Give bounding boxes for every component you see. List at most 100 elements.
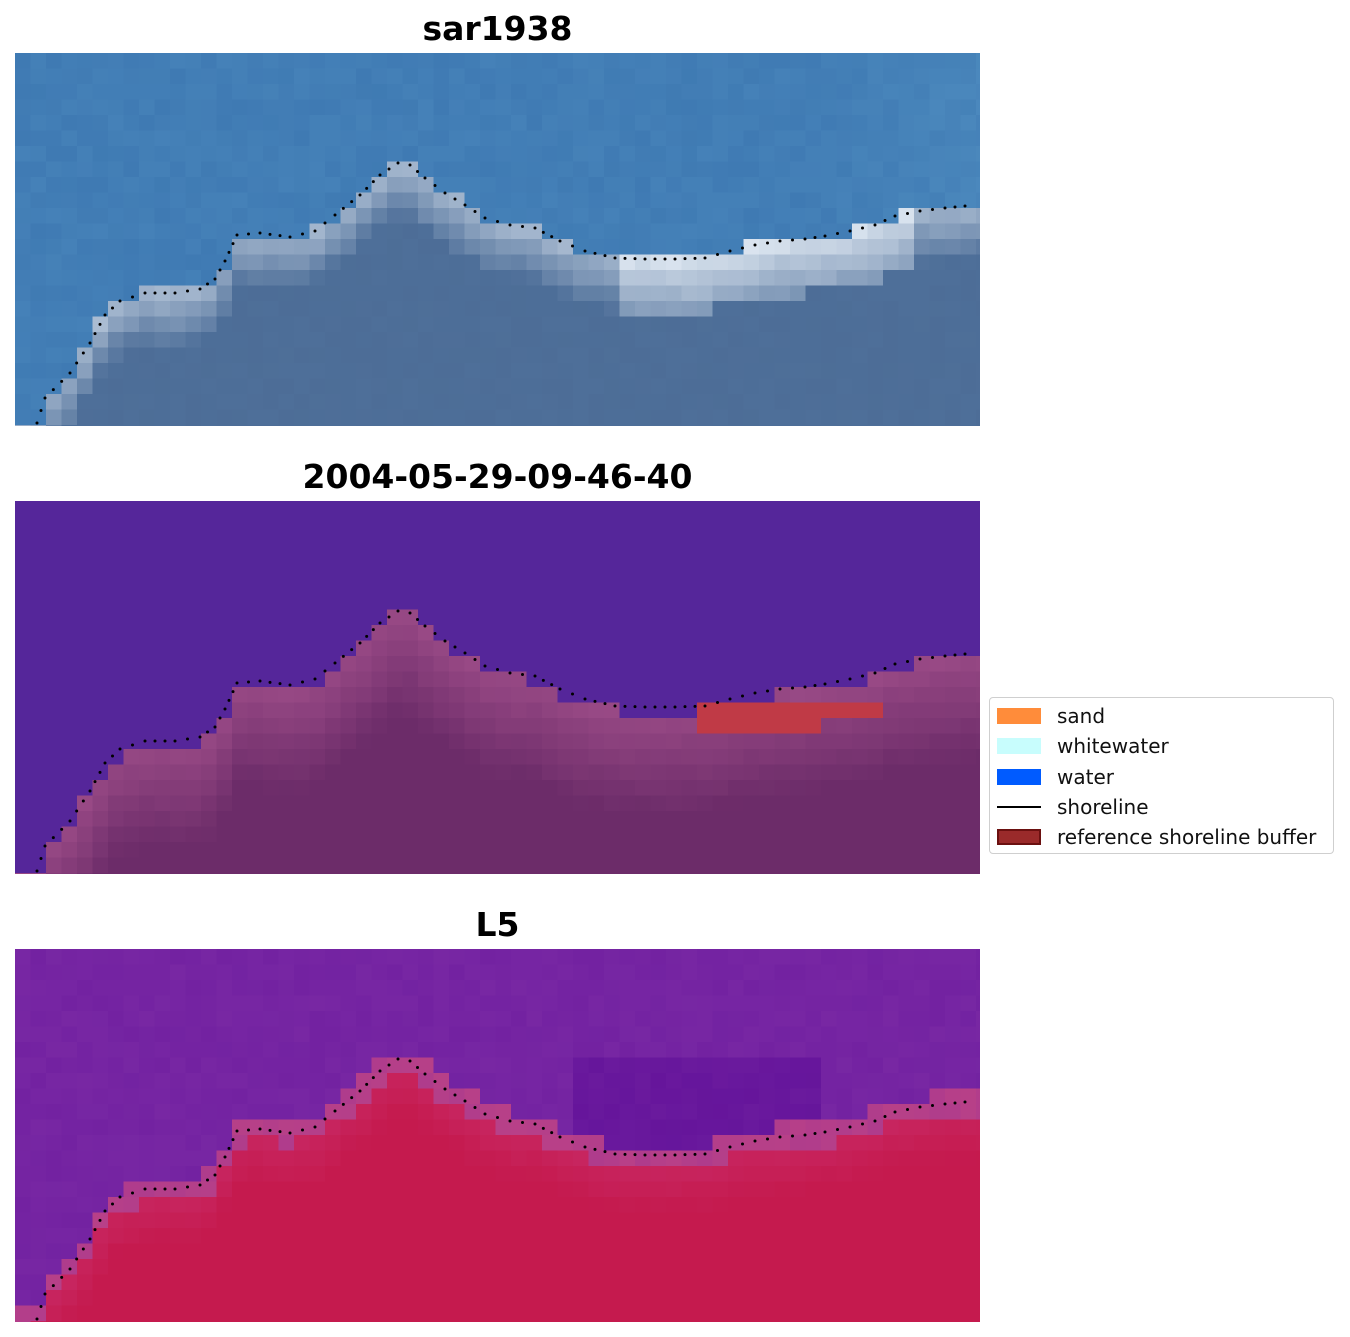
class-pixel <box>852 625 869 642</box>
rgb-pixel <box>216 316 233 333</box>
rgb-pixel <box>495 84 512 101</box>
class-pixel <box>247 609 264 626</box>
class-pixel <box>46 532 63 549</box>
index-pixel <box>77 1274 94 1291</box>
class-pixel <box>588 501 605 518</box>
rgb-pixel <box>418 394 435 411</box>
index-pixel <box>743 1088 760 1105</box>
index-pixel <box>433 1073 450 1090</box>
index-pixel <box>604 1212 621 1229</box>
rgb-pixel <box>387 347 404 364</box>
index-pixel <box>976 949 980 966</box>
index-pixel <box>170 1073 187 1090</box>
rgb-pixel <box>619 254 636 271</box>
index-pixel <box>356 1135 373 1152</box>
index-pixel <box>371 1228 388 1245</box>
index-pixel <box>867 1026 884 1043</box>
index-pixel <box>278 1042 295 1059</box>
class-pixel <box>247 749 264 766</box>
rgb-pixel <box>666 53 683 70</box>
rgb-pixel <box>418 84 435 101</box>
class-pixel <box>216 501 233 518</box>
class-pixel <box>15 826 32 843</box>
rgb-pixel <box>201 378 218 395</box>
index-pixel <box>278 1011 295 1028</box>
index-pixel <box>309 1011 326 1028</box>
index-pixel <box>836 1274 853 1291</box>
rgb-pixel <box>278 254 295 271</box>
class-pixel <box>46 594 63 611</box>
class-pixel <box>976 702 980 719</box>
index-pixel <box>712 1259 729 1276</box>
class-pixel <box>309 640 326 657</box>
class-pixel <box>604 501 621 518</box>
rgb-pixel <box>650 378 667 395</box>
class-pixel <box>170 501 187 518</box>
index-pixel <box>728 1274 745 1291</box>
index-pixel <box>666 1305 683 1322</box>
index-pixel <box>77 1305 94 1322</box>
rgb-pixel <box>635 130 652 147</box>
class-pixel <box>387 516 404 533</box>
index-pixel <box>557 1181 574 1198</box>
class-pixel <box>185 640 202 657</box>
class-pixel <box>15 764 32 781</box>
index-pixel <box>743 1166 760 1183</box>
class-pixel <box>216 826 233 843</box>
index-pixel <box>728 1305 745 1322</box>
class-pixel <box>495 687 512 704</box>
rgb-pixel <box>371 68 388 85</box>
index-pixel <box>867 1150 884 1167</box>
index-pixel <box>433 1150 450 1167</box>
class-pixel <box>418 516 435 533</box>
rgb-pixel <box>945 192 962 209</box>
class-pixel <box>61 873 78 874</box>
class-pixel <box>743 547 760 564</box>
class-pixel <box>511 625 528 642</box>
index-pixel <box>619 1011 636 1028</box>
index-pixel <box>77 1259 94 1276</box>
index-pixel <box>976 1290 980 1307</box>
index-pixel <box>92 1197 109 1214</box>
index-pixel <box>867 964 884 981</box>
class-pixel <box>526 826 543 843</box>
class-pixel <box>728 733 745 750</box>
rgb-pixel <box>759 394 776 411</box>
class-pixel <box>712 671 729 688</box>
index-pixel <box>449 1135 466 1152</box>
index-pixel <box>340 1104 357 1121</box>
class-pixel <box>61 702 78 719</box>
rgb-pixel <box>666 146 683 163</box>
index-pixel <box>46 1057 63 1074</box>
rgb-pixel <box>387 161 404 178</box>
rgb-pixel <box>185 84 202 101</box>
rgb-pixel <box>743 363 760 380</box>
index-pixel <box>821 995 838 1012</box>
class-pixel <box>805 733 822 750</box>
class-pixel <box>852 857 869 874</box>
class-pixel <box>325 532 342 549</box>
rgb-pixel <box>712 254 729 271</box>
rgb-pixel <box>185 53 202 70</box>
class-pixel <box>139 671 156 688</box>
index-pixel <box>402 1212 419 1229</box>
rgb-pixel <box>976 285 980 302</box>
index-pixel <box>635 1026 652 1043</box>
rgb-pixel <box>650 68 667 85</box>
class-pixel <box>108 532 125 549</box>
rgb-pixel <box>325 285 342 302</box>
rgb-pixel <box>108 161 125 178</box>
class-pixel <box>92 578 109 595</box>
index-pixel <box>340 1135 357 1152</box>
rgb-pixel <box>526 316 543 333</box>
index-pixel <box>511 1104 528 1121</box>
index-pixel <box>247 1181 264 1198</box>
index-pixel <box>929 995 946 1012</box>
class-pixel <box>294 687 311 704</box>
rgb-pixel <box>309 254 326 271</box>
index-pixel <box>697 1274 714 1291</box>
index-pixel <box>588 1026 605 1043</box>
rgb-pixel <box>557 177 574 194</box>
rgb-pixel <box>356 425 373 426</box>
class-pixel <box>108 733 125 750</box>
